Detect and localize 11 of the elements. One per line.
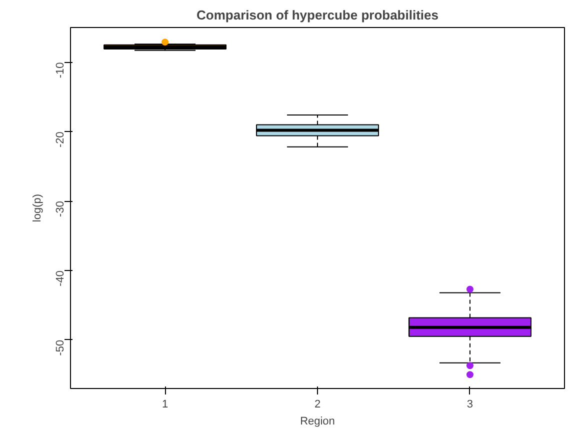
y-tick-label: -10 <box>54 62 66 78</box>
x-tick-label: 2 <box>314 398 321 410</box>
x-tick-label: 1 <box>162 398 168 410</box>
y-tick-label: -20 <box>54 132 66 148</box>
y-tick-label: -30 <box>54 201 66 217</box>
y-tick-label: -40 <box>54 270 66 286</box>
y-tick-label: -50 <box>54 340 66 356</box>
y-axis-title: log(p) <box>32 194 44 222</box>
x-axis-title: Region <box>300 416 335 428</box>
chart-title: Comparison of hypercube probabilities <box>196 8 438 22</box>
x-tick-label: 3 <box>466 398 474 410</box>
